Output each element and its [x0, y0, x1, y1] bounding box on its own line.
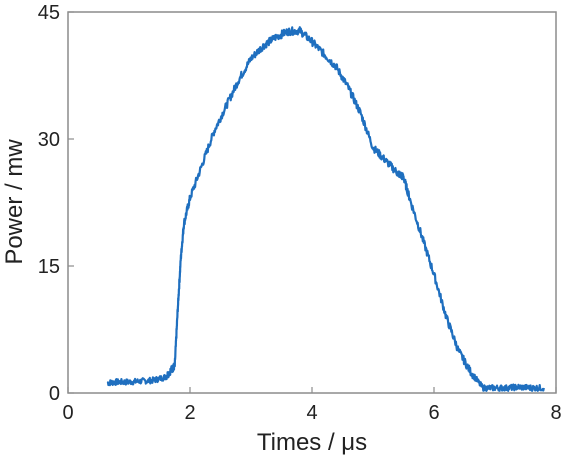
x-tick-label: 2 — [184, 402, 195, 424]
y-tick-label: 0 — [49, 383, 60, 405]
x-tick-label: 6 — [428, 402, 439, 424]
x-axis-label: Times / μs — [257, 429, 367, 456]
x-tick-label: 8 — [550, 402, 561, 424]
y-tick-label: 30 — [38, 129, 60, 151]
axis-ticks — [67, 11, 557, 394]
y-tick-label: 45 — [38, 2, 60, 24]
power-series-line — [106, 26, 545, 392]
x-tick-label: 4 — [306, 402, 317, 424]
x-tick-label: 0 — [62, 402, 73, 424]
plot-frame — [67, 11, 557, 394]
y-tick-label: 15 — [38, 256, 60, 278]
axis-tick-labels: 0 2 4 6 8 0 15 30 45 — [38, 2, 562, 424]
y-axis-label: Power / mw — [1, 139, 28, 265]
